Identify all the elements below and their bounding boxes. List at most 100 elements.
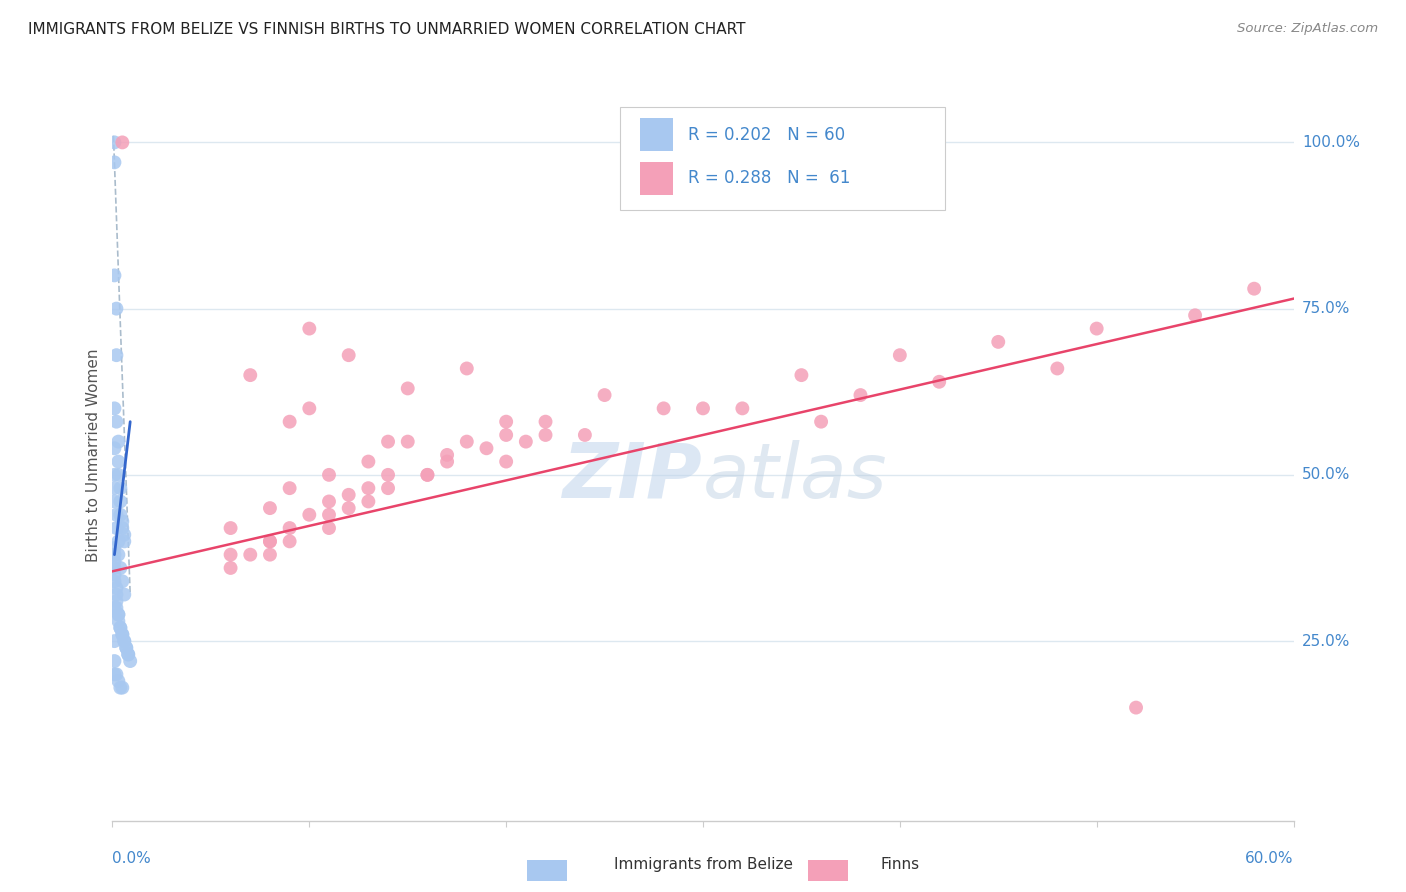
- Point: [110, 561, 132, 575]
- Point: [396, 381, 419, 395]
- Point: [574, 428, 596, 442]
- Point: [107, 548, 129, 562]
- Point: [219, 521, 242, 535]
- Text: 25.0%: 25.0%: [1302, 633, 1350, 648]
- Point: [107, 434, 129, 449]
- Point: [928, 375, 950, 389]
- Point: [259, 501, 281, 516]
- Point: [103, 442, 125, 456]
- Point: [987, 334, 1010, 349]
- Point: [105, 667, 128, 681]
- Point: [103, 268, 125, 283]
- Point: [278, 415, 301, 429]
- Point: [889, 348, 911, 362]
- Point: [456, 361, 478, 376]
- Text: 100.0%: 100.0%: [1302, 135, 1360, 150]
- Point: [103, 481, 125, 495]
- Point: [111, 136, 134, 150]
- Point: [692, 401, 714, 416]
- Point: [278, 521, 301, 535]
- Point: [278, 534, 301, 549]
- Point: [318, 494, 340, 508]
- Bar: [640, 162, 673, 195]
- Point: [278, 481, 301, 495]
- Point: [593, 388, 616, 402]
- Point: [357, 454, 380, 468]
- Point: [110, 621, 132, 635]
- Point: [105, 415, 128, 429]
- Point: [120, 654, 142, 668]
- Point: [1125, 700, 1147, 714]
- Point: [107, 467, 129, 482]
- Point: [110, 681, 132, 695]
- Point: [103, 654, 125, 668]
- Point: [534, 415, 557, 429]
- Point: [103, 548, 125, 562]
- Point: [1243, 282, 1265, 296]
- Point: [416, 467, 439, 482]
- Point: [115, 640, 138, 655]
- Point: [239, 368, 262, 383]
- Point: [219, 548, 242, 562]
- Point: [357, 481, 380, 495]
- Point: [495, 415, 517, 429]
- Point: [107, 607, 129, 622]
- Point: [219, 561, 242, 575]
- Point: [115, 640, 138, 655]
- Point: [731, 401, 754, 416]
- Point: [515, 434, 537, 449]
- Text: Source: ZipAtlas.com: Source: ZipAtlas.com: [1237, 22, 1378, 36]
- Point: [117, 648, 139, 662]
- Point: [318, 508, 340, 522]
- Point: [111, 627, 134, 641]
- Text: 50.0%: 50.0%: [1302, 467, 1350, 483]
- Point: [107, 454, 129, 468]
- Point: [318, 521, 340, 535]
- Point: [105, 521, 128, 535]
- Point: [849, 388, 872, 402]
- Point: [110, 621, 132, 635]
- Point: [377, 434, 399, 449]
- Text: Immigrants from Belize: Immigrants from Belize: [613, 857, 793, 872]
- Bar: [640, 119, 673, 152]
- Point: [377, 467, 399, 482]
- Point: [436, 448, 458, 462]
- Point: [103, 494, 125, 508]
- Point: [259, 534, 281, 549]
- Point: [298, 321, 321, 335]
- Point: [103, 634, 125, 648]
- Point: [298, 401, 321, 416]
- Point: [1184, 308, 1206, 322]
- Point: [110, 508, 132, 522]
- Text: 60.0%: 60.0%: [1246, 851, 1294, 866]
- Point: [105, 594, 128, 608]
- Point: [103, 541, 125, 555]
- Point: [456, 434, 478, 449]
- Point: [396, 434, 419, 449]
- Point: [111, 515, 134, 529]
- Point: [337, 488, 360, 502]
- Point: [534, 428, 557, 442]
- Point: [105, 348, 128, 362]
- Point: [103, 561, 125, 575]
- Point: [105, 600, 128, 615]
- Point: [112, 588, 135, 602]
- Point: [103, 401, 125, 416]
- Y-axis label: Births to Unmarried Women: Births to Unmarried Women: [86, 348, 101, 562]
- Point: [259, 548, 281, 562]
- Point: [105, 508, 128, 522]
- Point: [111, 521, 134, 535]
- Point: [112, 527, 135, 541]
- Text: 0.0%: 0.0%: [112, 851, 152, 866]
- Point: [103, 554, 125, 568]
- Point: [112, 634, 135, 648]
- Point: [117, 648, 139, 662]
- Point: [495, 454, 517, 468]
- Point: [103, 600, 125, 615]
- Point: [103, 155, 125, 169]
- Point: [1085, 321, 1108, 335]
- Point: [103, 574, 125, 589]
- Point: [105, 301, 128, 316]
- Point: [110, 494, 132, 508]
- Point: [298, 508, 321, 522]
